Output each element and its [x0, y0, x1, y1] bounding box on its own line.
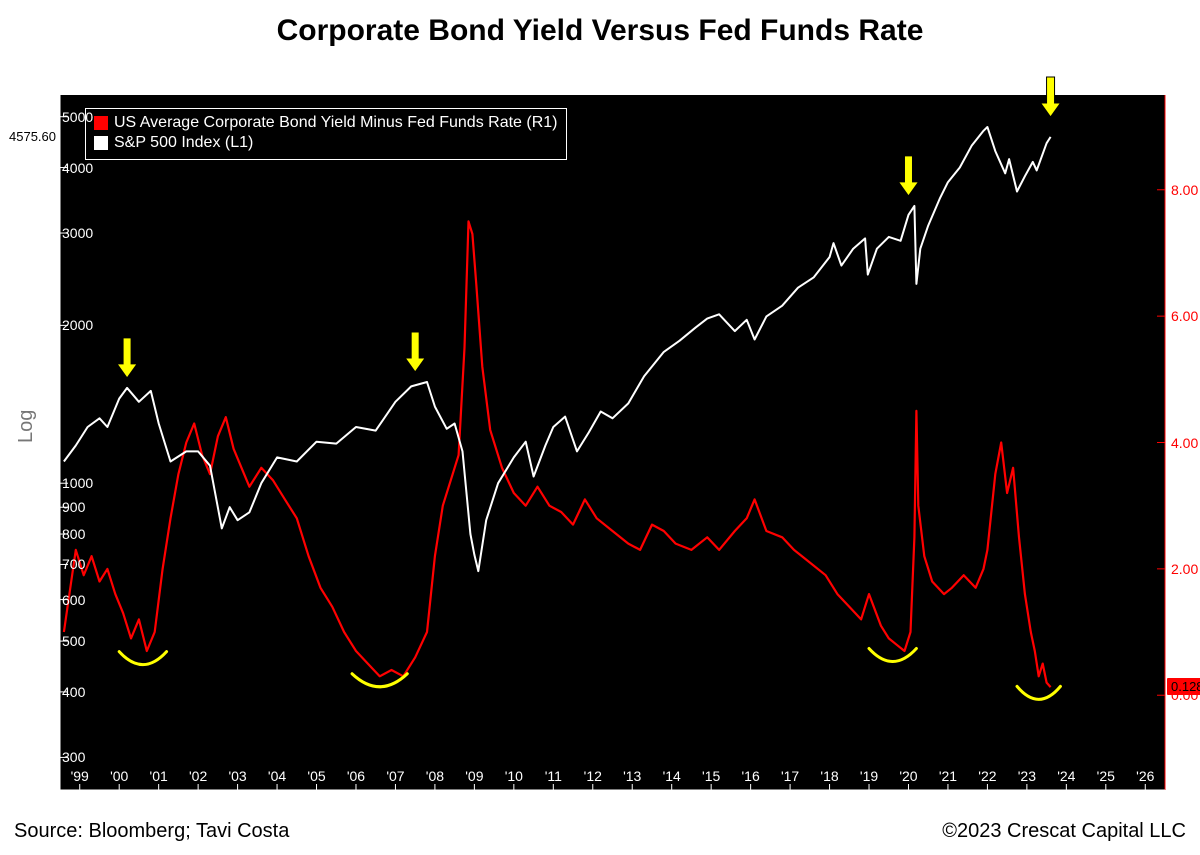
annotation-arrow	[898, 156, 918, 196]
x-tick-label: '09	[465, 768, 483, 784]
x-tick-label: '14	[663, 768, 681, 784]
series-line	[64, 221, 1051, 687]
x-tick-label: '11	[545, 768, 562, 784]
x-tick-label: '15	[702, 768, 720, 784]
x-tick-label: '99	[71, 768, 89, 784]
x-tick-label: '06	[347, 768, 365, 784]
left-tick-label: 500	[62, 633, 118, 649]
x-tick-label: '24	[1057, 768, 1075, 784]
annotation-arrow	[1041, 77, 1061, 117]
right-tick-label: 4.00	[1171, 435, 1198, 451]
x-tick-label: '18	[820, 768, 838, 784]
left-tick-label: 600	[62, 592, 118, 608]
x-tick-label: '19	[860, 768, 878, 784]
left-tick-label: 1000	[62, 475, 118, 491]
left-tick-label: 700	[62, 556, 118, 572]
chart-container: Corporate Bond Yield Versus Fed Funds Ra…	[0, 0, 1200, 855]
x-tick-label: '25	[1097, 768, 1115, 784]
left-tick-label: 800	[62, 526, 118, 542]
copyright-line: ©2023 Crescat Capital LLC	[942, 820, 1186, 843]
left-tick-label: 2000	[62, 317, 118, 333]
x-tick-label: '00	[110, 768, 128, 784]
series-line	[64, 127, 1051, 571]
x-tick-label: '16	[742, 768, 760, 784]
x-tick-label: '10	[505, 768, 523, 784]
x-tick-label: '05	[307, 768, 325, 784]
right-tick-label: 2.00	[1171, 561, 1198, 577]
left-tick-label: 900	[62, 499, 118, 515]
x-tick-label: '02	[189, 768, 207, 784]
annotation-arrow	[405, 332, 425, 372]
x-tick-label: '13	[623, 768, 641, 784]
x-tick-label: '21	[939, 768, 957, 784]
annotation-arrow	[117, 338, 137, 378]
x-tick-label: '03	[228, 768, 246, 784]
x-tick-label: '23	[1018, 768, 1036, 784]
x-tick-label: '08	[426, 768, 444, 784]
left-tick-label: 5000	[62, 109, 118, 125]
legend-item: S&P 500 Index (L1)	[94, 133, 558, 153]
right-current-value-badge: 0.128	[1167, 678, 1200, 695]
left-tick-label: 3000	[62, 225, 118, 241]
left-tick-label: 300	[62, 749, 118, 765]
annotation-arc	[1017, 686, 1060, 699]
legend-label: US Average Corporate Bond Yield Minus Fe…	[114, 113, 558, 133]
x-tick-label: '12	[584, 768, 602, 784]
right-tick-label: 6.00	[1171, 308, 1198, 324]
legend: US Average Corporate Bond Yield Minus Fe…	[85, 108, 567, 160]
x-tick-label: '26	[1136, 768, 1154, 784]
x-tick-label: '07	[386, 768, 404, 784]
x-tick-label: '17	[781, 768, 799, 784]
x-tick-label: '20	[899, 768, 917, 784]
left-tick-label: 400	[62, 684, 118, 700]
legend-item: US Average Corporate Bond Yield Minus Fe…	[94, 113, 558, 133]
legend-swatch	[94, 136, 108, 150]
annotation-arc	[119, 652, 166, 665]
x-tick-label: '04	[268, 768, 286, 784]
left-current-value-badge: 4575.60	[5, 128, 60, 145]
x-tick-label: '01	[150, 768, 168, 784]
x-tick-label: '22	[978, 768, 996, 784]
left-tick-label: 4000	[62, 160, 118, 176]
annotation-arc	[869, 648, 916, 661]
source-line: Source: Bloomberg; Tavi Costa	[14, 820, 289, 843]
right-tick-label: 8.00	[1171, 182, 1198, 198]
legend-label: S&P 500 Index (L1)	[114, 133, 253, 153]
